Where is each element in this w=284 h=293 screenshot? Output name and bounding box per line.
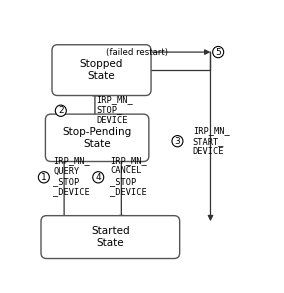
Text: 2: 2 xyxy=(58,106,64,115)
Circle shape xyxy=(38,172,49,183)
Circle shape xyxy=(55,105,66,116)
Text: Stopped
State: Stopped State xyxy=(80,59,123,81)
Text: 4: 4 xyxy=(95,173,101,182)
Text: 1: 1 xyxy=(41,173,47,182)
Text: IRP_MN_
CANCEL
_STOP
_DEVICE: IRP_MN_ CANCEL _STOP _DEVICE xyxy=(110,156,147,196)
Circle shape xyxy=(93,172,104,183)
FancyBboxPatch shape xyxy=(45,114,149,161)
Circle shape xyxy=(213,47,224,58)
Text: Stop-Pending
State: Stop-Pending State xyxy=(62,127,132,149)
Text: 5: 5 xyxy=(215,47,221,57)
FancyBboxPatch shape xyxy=(41,216,180,258)
Text: IRP_MN_
STOP_
DEVICE: IRP_MN_ STOP_ DEVICE xyxy=(96,95,133,125)
Text: Started
State: Started State xyxy=(91,226,130,248)
Text: IRP_MN_
QUERY
_STOP
_DEVICE: IRP_MN_ QUERY _STOP _DEVICE xyxy=(53,156,90,196)
Text: (failed restart): (failed restart) xyxy=(106,47,168,57)
Text: 3: 3 xyxy=(175,137,180,146)
FancyBboxPatch shape xyxy=(52,45,151,96)
Circle shape xyxy=(172,136,183,147)
Text: IRP_MN_
START_
DEVICE: IRP_MN_ START_ DEVICE xyxy=(193,126,230,156)
